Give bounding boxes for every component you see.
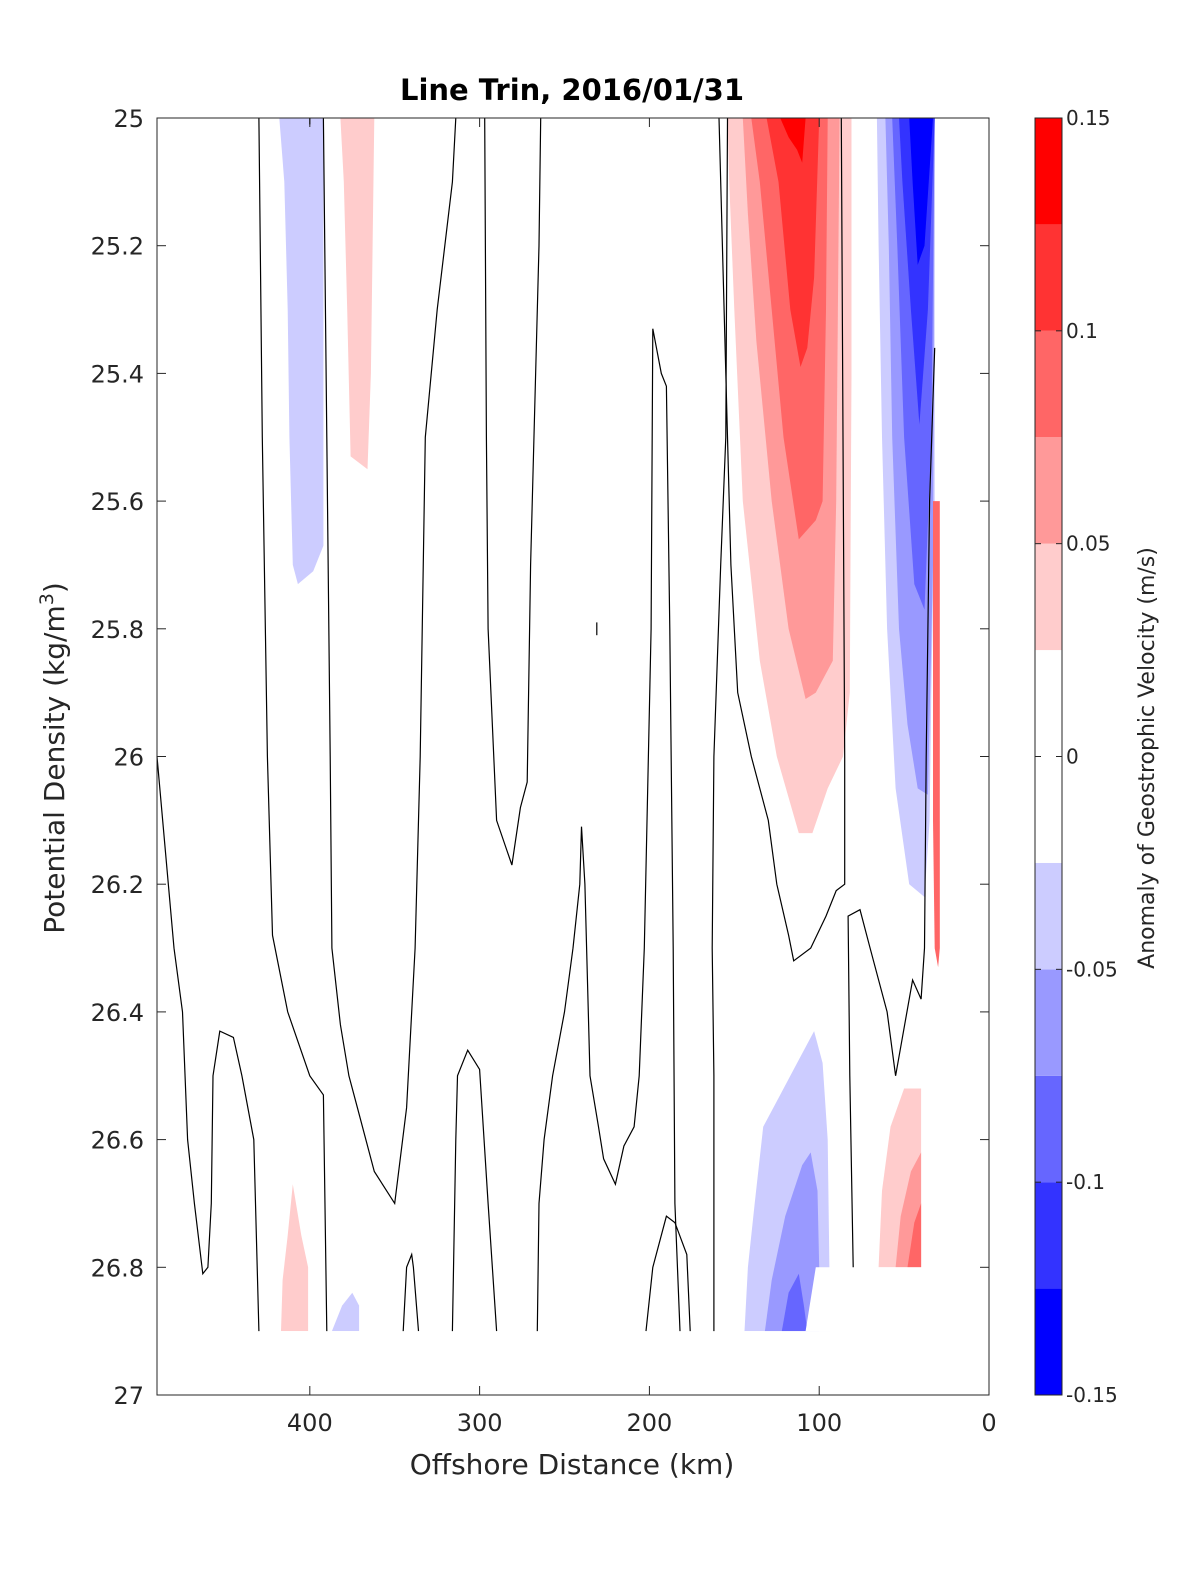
colorbar-ticks: 0.15 0.1 0.05 0 -0.05 -0.1 -0.15: [1035, 106, 1118, 1407]
colorbar-swatch: [1035, 969, 1062, 1076]
zero-contour-line: [258, 117, 328, 1332]
x-tick-label: 200: [627, 1409, 673, 1437]
colorbar-tick-label: -0.1: [1066, 1170, 1105, 1194]
colorbar-tick-label: 0.1: [1066, 319, 1098, 343]
x-axis-title: Offshore Distance (km): [410, 1448, 735, 1481]
colorbar-swatch: [1035, 543, 1062, 651]
y-axis-title: Potential Density (kg/m3): [36, 582, 71, 934]
colorbar-swatch: [1035, 1288, 1062, 1395]
y-tick-label: 25.6: [91, 488, 144, 516]
colorbar-swatch: [1035, 118, 1062, 225]
colorbar-swatch: [1035, 330, 1062, 438]
y-axis-title-end: ): [38, 582, 71, 593]
y-axis-title-superscript: 3: [36, 593, 58, 605]
colorbar-swatch: [1035, 224, 1062, 331]
y-tick-label: 25: [113, 105, 144, 133]
zero-contour-line: [718, 117, 846, 962]
y-tick-label: 27: [113, 1382, 144, 1410]
zero-contour-line: [645, 1215, 691, 1332]
zero-contour-line: [847, 347, 936, 1268]
x-axis-ticks: 400 300 200 100 0: [287, 118, 997, 1437]
contour-fill-regions: [279, 118, 940, 1332]
contour-region-blue-jet-max: [909, 118, 933, 265]
no-data-regions: [157, 1267, 989, 1395]
colorbar: 0.15 0.1 0.05 0 -0.05 -0.1 -0.15: [1034, 106, 1118, 1407]
chart-title: Line Trin, 2016/01/31: [400, 73, 744, 107]
contour-region-deep-red-near-coast: [907, 1203, 922, 1268]
colorbar-tick-label: -0.05: [1066, 957, 1118, 981]
contour-region-blue-patch-375km-deep: [331, 1292, 360, 1332]
zero-contour-line: [156, 756, 260, 1332]
contour-region-red-core-max: [780, 118, 806, 163]
y-tick-label: 26.6: [91, 1127, 144, 1155]
contour-region-pink-patch-370km: [340, 118, 375, 470]
y-tick-label: 25.8: [91, 616, 144, 644]
y-tick-label: 25.4: [91, 360, 144, 388]
y-axis-title-main: Potential Density (kg/m: [38, 605, 71, 934]
contour-region-deep-blue-medium: [781, 1273, 808, 1332]
x-tick-label: 300: [457, 1409, 503, 1437]
colorbar-tick-label: 0.15: [1066, 106, 1111, 130]
colorbar-tick-label: -0.15: [1066, 1383, 1118, 1407]
contour-region-red-core-bright: [766, 118, 820, 367]
plot-background: [157, 118, 989, 1395]
colorbar-tick-label: 0: [1066, 745, 1079, 769]
zero-contour-line: [484, 117, 542, 866]
colorbar-swatch: [1035, 437, 1062, 544]
zero-contour-line: [711, 117, 729, 1332]
zero-contour-line: [451, 1048, 498, 1332]
colorbar-tick-label: 0.05: [1066, 532, 1111, 556]
x-tick-label: 400: [287, 1409, 333, 1437]
x-tick-label: 0: [981, 1409, 996, 1437]
contour-region-coastal-red-sliver: [933, 501, 940, 968]
y-tick-label: 25.2: [91, 233, 144, 261]
colorbar-swatch: [1035, 1182, 1062, 1289]
zero-contour-line: [419, 117, 457, 757]
zero-contour-line: [402, 1252, 420, 1332]
plot-area: [156, 117, 990, 1396]
colorbar-swatch: [1035, 1075, 1062, 1183]
zero-contour-lines: [156, 117, 936, 1332]
y-tick-label: 26: [113, 744, 144, 772]
colorbar-title: Anomaly of Geostrophic Velocity (m/s): [1135, 547, 1160, 969]
zero-contour-line: [536, 328, 681, 1332]
y-axis-ticks: 25 25.2 25.4 25.6 25.8 26 26.2 26.4 26.6 26.8 27: [91, 105, 989, 1410]
blank-region-no-data-below-26.9: [157, 1331, 989, 1395]
x-tick-label: 100: [796, 1409, 842, 1437]
colorbar-swatches: [1035, 118, 1062, 1395]
contour-region-pink-patch-410km-deep: [281, 1184, 309, 1332]
y-tick-label: 26.8: [91, 1254, 144, 1282]
blank-region-no-data-coastal-deep: [805, 1267, 942, 1332]
zero-contour-line: [322, 117, 421, 1206]
colorbar-swatch: [1035, 862, 1062, 970]
contour-region-blue-patch-410km: [279, 118, 324, 585]
contour-region-deep-blue-lavender: [764, 1152, 820, 1332]
y-tick-label: 26.2: [91, 871, 144, 899]
y-tick-label: 26.4: [91, 999, 144, 1027]
